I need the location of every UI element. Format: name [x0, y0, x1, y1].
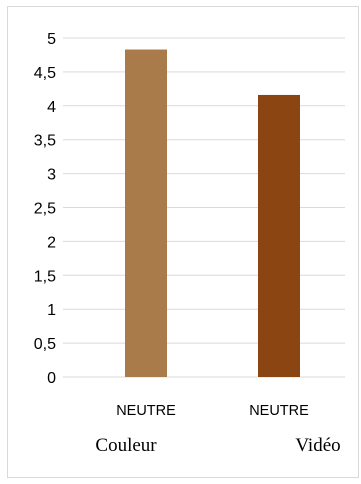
x-category-label: NEUTRE: [249, 403, 309, 419]
y-tick-label: 0,5: [34, 336, 56, 353]
y-tick-label: 1,5: [34, 268, 56, 285]
gridlines: [63, 37, 345, 378]
y-tick-label: 3: [47, 167, 56, 184]
x-group-label: Couleur: [95, 435, 157, 456]
chart-frame: [7, 6, 359, 478]
y-tick-label: 0: [47, 370, 56, 387]
y-axis-ticks: 0 0,5 1 1,5 2 2,5 3 3,5 4 4,5 5: [34, 31, 56, 387]
y-tick-label: 3,5: [34, 133, 56, 150]
y-tick-label: 4: [47, 99, 56, 116]
y-tick-label: 5: [47, 31, 56, 48]
x-category-label: NEUTRE: [116, 403, 176, 419]
x-axis-labels: NEUTRE NEUTRE Couleur Vidéo: [95, 403, 340, 456]
x-group-label: Vidéo: [295, 435, 340, 456]
y-tick-label: 2: [47, 234, 56, 251]
y-tick-label: 1: [47, 302, 56, 319]
bar-2: [258, 94, 300, 378]
y-tick-label: 2,5: [34, 201, 56, 218]
y-tick-label: 4,5: [34, 65, 56, 82]
bar-1: [125, 49, 167, 377]
bars: [125, 49, 300, 378]
